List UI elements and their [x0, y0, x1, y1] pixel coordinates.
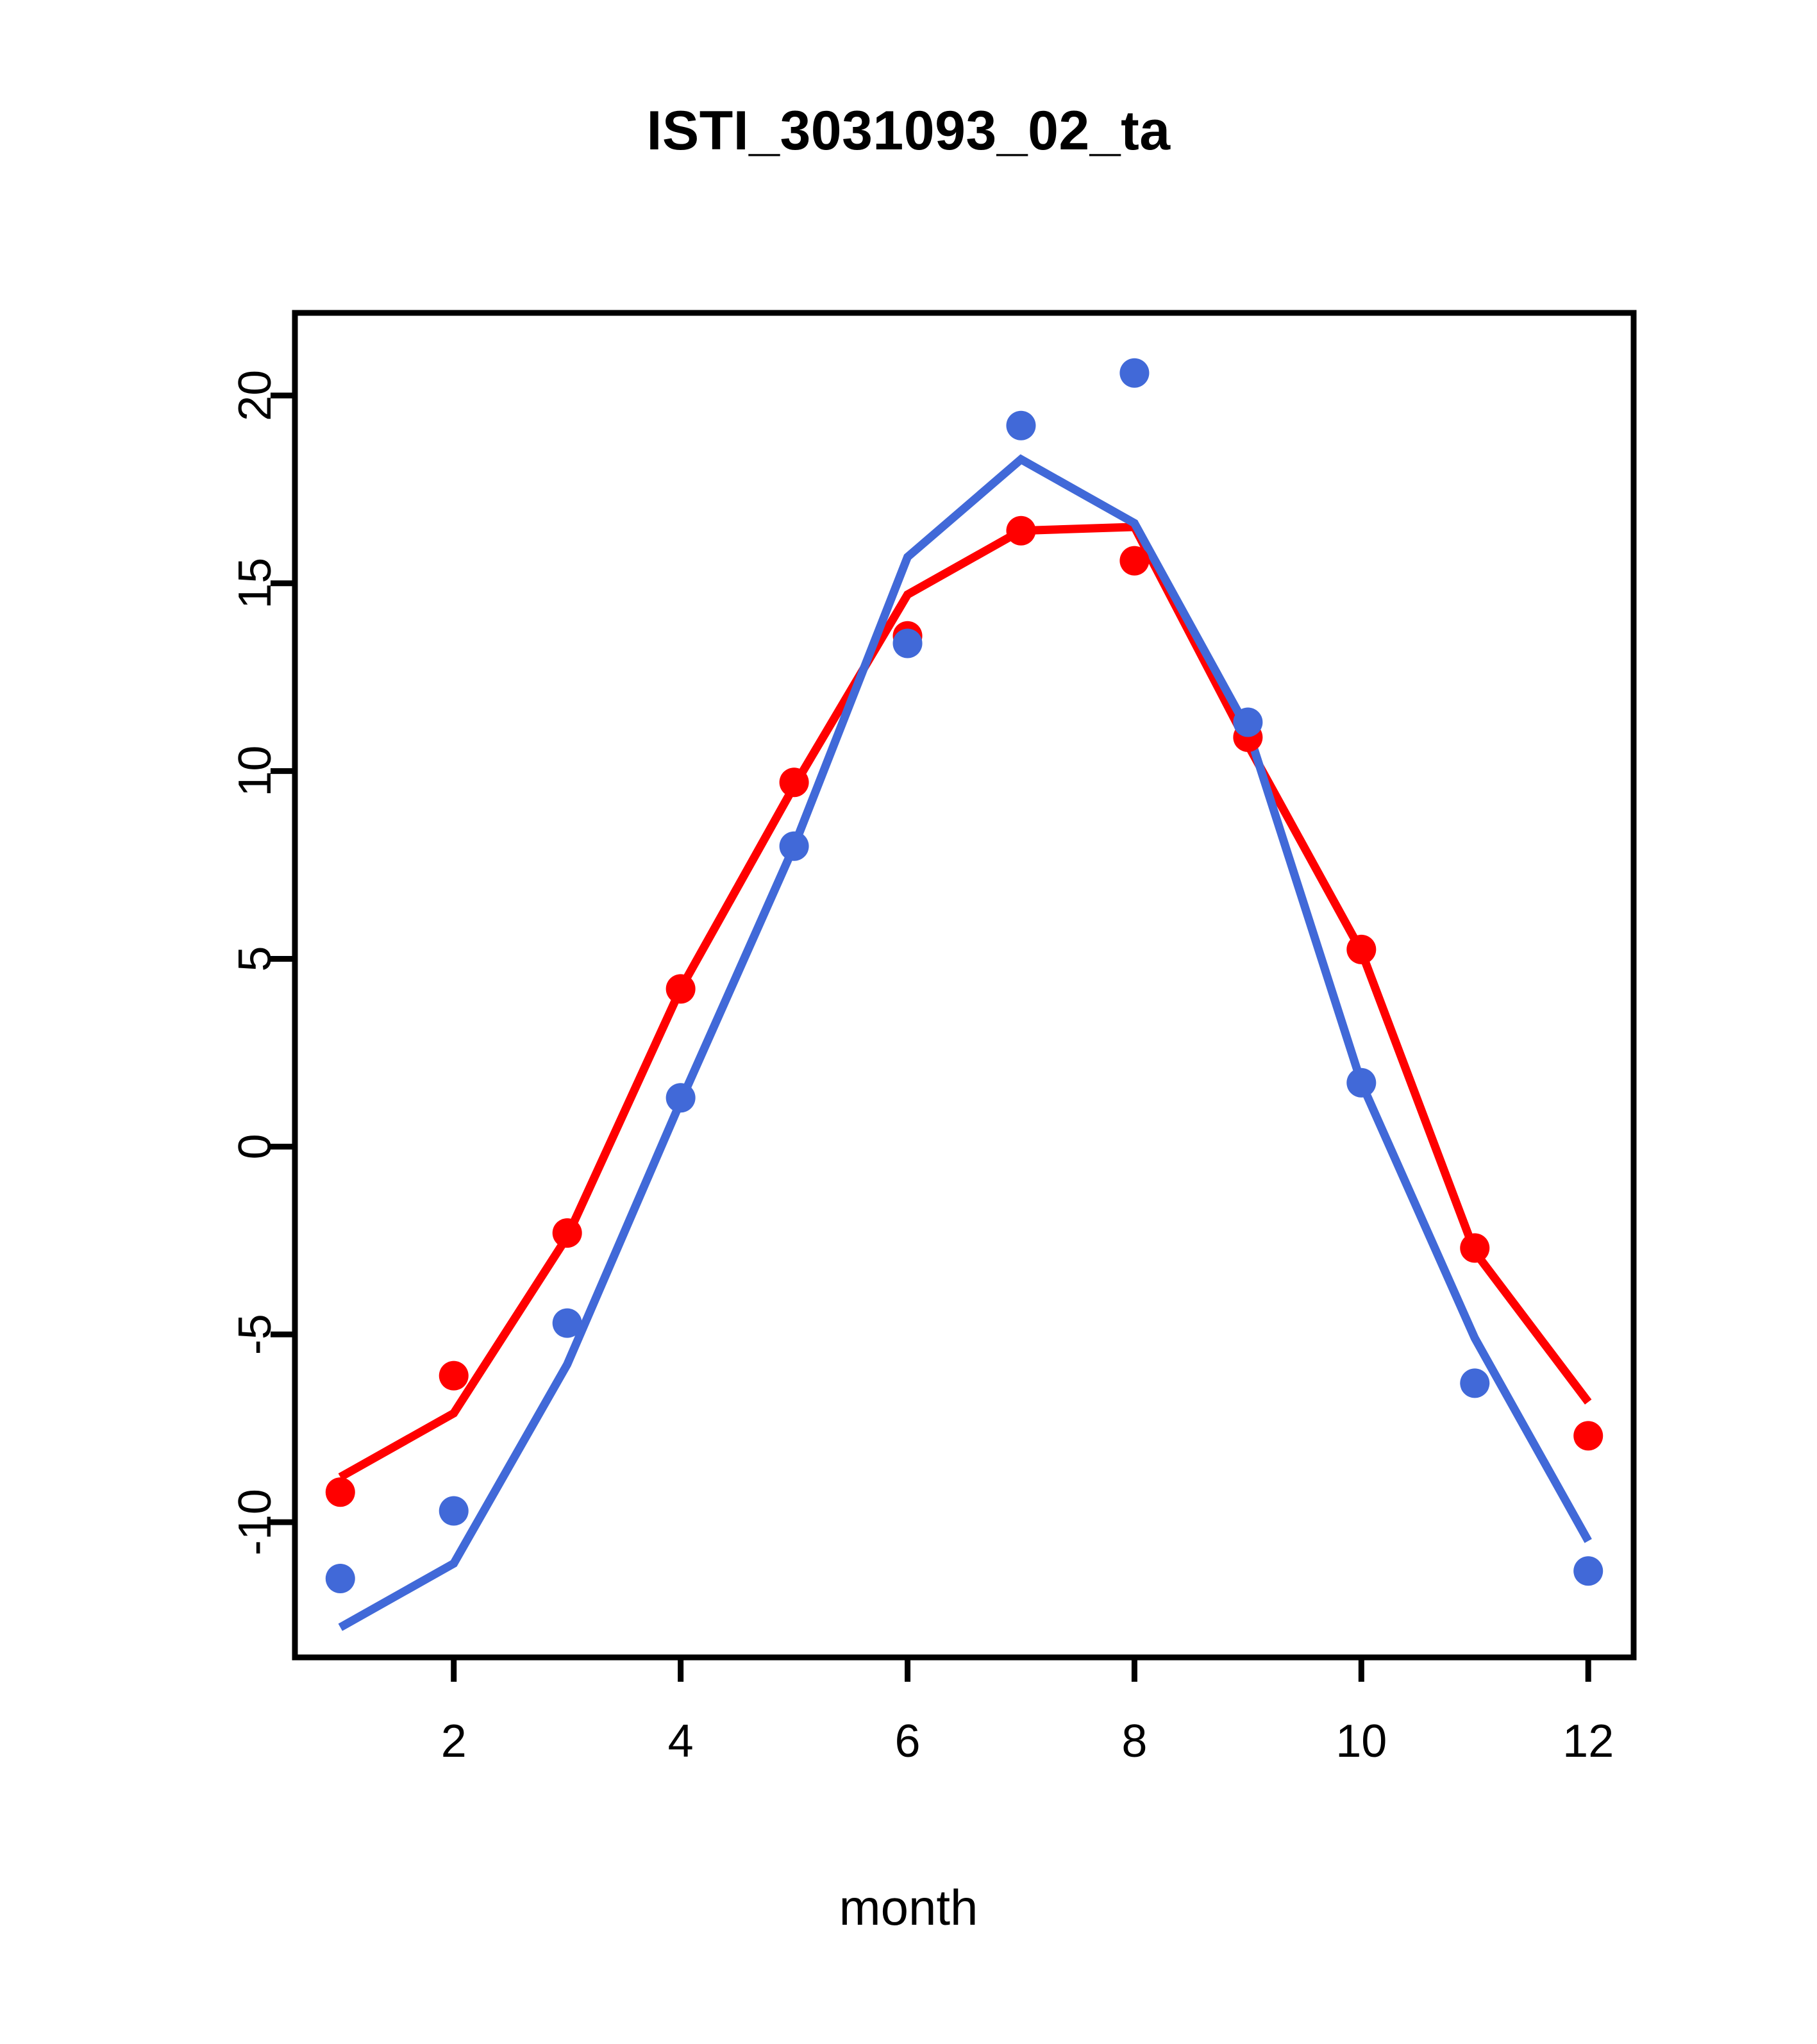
data-point-blue-series	[666, 1083, 696, 1113]
data-point-blue-series	[1006, 410, 1036, 440]
y-axis-tick-label: 15	[230, 558, 281, 609]
y-axis-tick-label: 5	[230, 946, 281, 971]
data-point-red-series	[666, 974, 696, 1004]
data-point-blue-series	[1573, 1556, 1603, 1586]
y-axis-tick-label: 0	[230, 1134, 281, 1159]
y-axis-tick-label: 10	[230, 746, 281, 797]
x-axis-tick-label: 6	[895, 1716, 921, 1767]
x-axis-tick-label: 12	[1562, 1716, 1614, 1767]
series-line-red-series	[338, 523, 1592, 1481]
x-axis-tick-label: 10	[1336, 1716, 1387, 1767]
data-point-red-series	[1346, 934, 1377, 964]
plot-box-border	[292, 310, 1637, 1661]
data-point-blue-series	[1346, 1068, 1377, 1098]
data-point-blue-series	[892, 628, 923, 658]
data-point-red-series	[552, 1218, 582, 1248]
data-point-red-series	[325, 1477, 355, 1507]
data-point-red-series	[439, 1361, 469, 1391]
data-point-blue-series	[439, 1496, 469, 1526]
page-title: ISTI_3031093_02_ta	[646, 100, 1171, 162]
data-point-blue-series	[1119, 358, 1150, 388]
y-axis-tick-label: -5	[230, 1314, 281, 1355]
data-point-blue-series	[1460, 1368, 1490, 1398]
y-axis-tick-label: 20	[230, 370, 281, 421]
data-point-red-series	[1573, 1421, 1603, 1451]
data-point-blue-series	[325, 1563, 355, 1593]
data-point-red-series	[1006, 515, 1036, 546]
data-point-blue-series	[1233, 707, 1263, 737]
data-point-red-series	[779, 767, 809, 798]
data-point-red-series	[1119, 546, 1150, 576]
data-point-blue-series	[552, 1308, 582, 1338]
y-axis-tick-label: -10	[230, 1489, 281, 1555]
series-line-blue-series	[338, 454, 1592, 1631]
data-point-blue-series	[779, 831, 809, 861]
data-point-red-series	[1460, 1233, 1490, 1263]
x-axis-tick-label: 8	[1121, 1716, 1147, 1767]
x-axis-tick-label: 2	[441, 1716, 467, 1767]
x-axis-tick-label: 4	[668, 1716, 694, 1767]
x-axis-label: month	[839, 1879, 978, 1936]
